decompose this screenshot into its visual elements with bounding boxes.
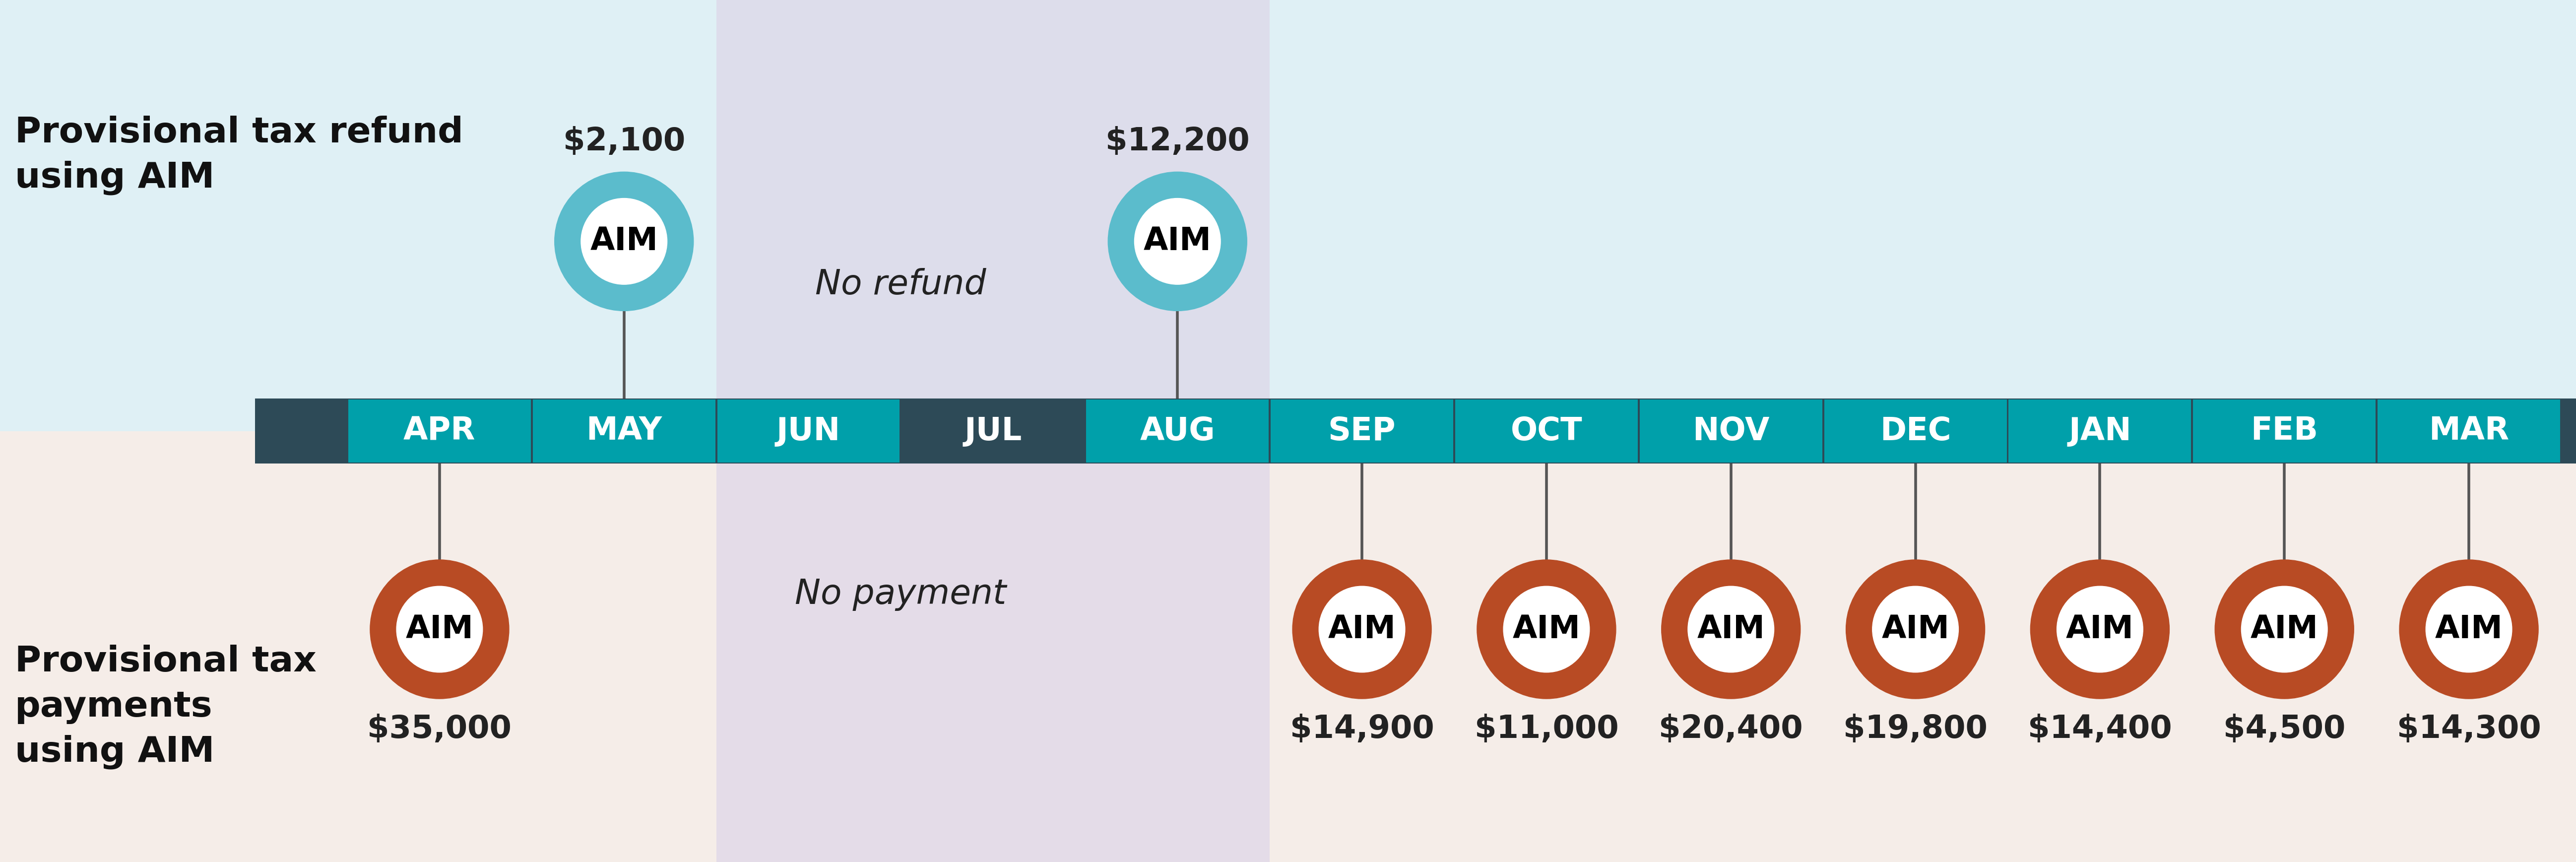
FancyBboxPatch shape [902, 400, 1084, 462]
Text: APR: APR [404, 415, 477, 447]
Circle shape [1476, 559, 1615, 699]
Text: AIM: AIM [1329, 614, 1396, 645]
Circle shape [1133, 198, 1221, 284]
Text: DEC: DEC [1880, 415, 1950, 447]
FancyBboxPatch shape [716, 400, 899, 462]
Circle shape [2241, 586, 2329, 672]
Text: $14,900: $14,900 [1291, 714, 1435, 745]
Circle shape [1293, 559, 1432, 699]
FancyBboxPatch shape [1270, 400, 1453, 462]
Circle shape [554, 172, 693, 311]
Text: JUL: JUL [963, 415, 1023, 447]
FancyBboxPatch shape [0, 0, 2576, 431]
Circle shape [2056, 586, 2143, 672]
Text: FEB: FEB [2251, 415, 2318, 447]
Text: NOV: NOV [1692, 415, 1770, 447]
Text: JAN: JAN [2069, 415, 2130, 447]
Text: SEP: SEP [1329, 415, 1396, 447]
Text: JUN: JUN [775, 415, 840, 447]
Text: Provisional tax refund
using AIM: Provisional tax refund using AIM [15, 116, 464, 195]
Circle shape [1687, 586, 1775, 672]
Text: $12,200: $12,200 [1105, 126, 1249, 157]
Text: $2,100: $2,100 [564, 126, 685, 157]
Text: AIM: AIM [1144, 226, 1211, 257]
Circle shape [1504, 586, 1589, 672]
Circle shape [582, 198, 667, 284]
Text: $20,400: $20,400 [1659, 714, 1803, 745]
Text: $14,300: $14,300 [2396, 714, 2540, 745]
Text: AIM: AIM [404, 614, 474, 645]
Text: AIM: AIM [2434, 614, 2504, 645]
Text: $4,500: $4,500 [2223, 714, 2347, 745]
FancyBboxPatch shape [348, 400, 531, 462]
Circle shape [397, 586, 482, 672]
Text: AIM: AIM [1698, 614, 1765, 645]
Text: AIM: AIM [1880, 614, 1950, 645]
Circle shape [2030, 559, 2169, 699]
FancyBboxPatch shape [716, 0, 1270, 862]
Circle shape [1873, 586, 1958, 672]
Text: OCT: OCT [1510, 415, 1582, 447]
FancyBboxPatch shape [1641, 400, 1821, 462]
Text: MAR: MAR [2429, 415, 2509, 447]
FancyBboxPatch shape [533, 400, 716, 462]
FancyBboxPatch shape [1824, 400, 2007, 462]
Circle shape [1847, 559, 1986, 699]
Text: $11,000: $11,000 [1473, 714, 1618, 745]
Text: No refund: No refund [814, 268, 987, 302]
FancyBboxPatch shape [1087, 400, 1270, 462]
FancyBboxPatch shape [0, 431, 2576, 862]
Circle shape [1319, 586, 1404, 672]
Circle shape [2427, 586, 2512, 672]
Text: $14,400: $14,400 [2027, 714, 2172, 745]
FancyBboxPatch shape [255, 398, 2576, 464]
Text: Provisional tax
payments
using AIM: Provisional tax payments using AIM [15, 645, 317, 769]
Text: AIM: AIM [590, 226, 657, 257]
Circle shape [2215, 559, 2354, 699]
Text: $19,800: $19,800 [1844, 714, 1989, 745]
FancyBboxPatch shape [2378, 400, 2561, 462]
FancyBboxPatch shape [2192, 400, 2375, 462]
Text: No payment: No payment [796, 578, 1007, 611]
Text: AUG: AUG [1139, 415, 1216, 447]
Text: AIM: AIM [2251, 614, 2318, 645]
Text: MAY: MAY [587, 415, 662, 447]
FancyBboxPatch shape [2009, 400, 2192, 462]
FancyBboxPatch shape [1455, 400, 1638, 462]
Circle shape [1662, 559, 1801, 699]
Text: $35,000: $35,000 [368, 714, 513, 745]
Text: AIM: AIM [1512, 614, 1579, 645]
Circle shape [371, 559, 510, 699]
Text: AIM: AIM [2066, 614, 2133, 645]
Circle shape [2398, 559, 2537, 699]
Circle shape [1108, 172, 1247, 311]
